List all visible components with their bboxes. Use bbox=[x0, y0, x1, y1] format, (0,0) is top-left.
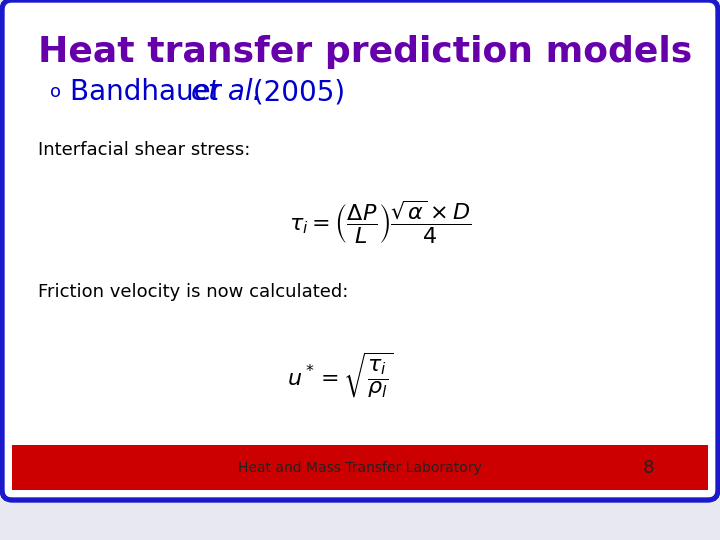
Bar bbox=[615, 448, 705, 488]
Text: et al.: et al. bbox=[191, 78, 261, 106]
Text: (2005): (2005) bbox=[244, 78, 345, 106]
Bar bbox=[15, 448, 105, 488]
Text: 8: 8 bbox=[642, 459, 654, 477]
Text: $\tau_i = \left(\dfrac{\Delta P}{L}\right)\dfrac{\sqrt{\alpha}\times D}{4}$: $\tau_i = \left(\dfrac{\Delta P}{L}\righ… bbox=[289, 198, 472, 246]
Text: Bandhauer: Bandhauer bbox=[70, 78, 231, 106]
Bar bbox=[12, 445, 708, 490]
Text: Interfacial shear stress:: Interfacial shear stress: bbox=[38, 141, 251, 159]
Text: Heat and Mass Transfer Laboratory: Heat and Mass Transfer Laboratory bbox=[238, 461, 482, 475]
Text: $u^* = \sqrt{\dfrac{\tau_i}{\rho_l}}$: $u^* = \sqrt{\dfrac{\tau_i}{\rho_l}}$ bbox=[287, 350, 393, 400]
Text: o: o bbox=[50, 83, 61, 101]
Text: Heat transfer prediction models: Heat transfer prediction models bbox=[38, 35, 692, 69]
FancyBboxPatch shape bbox=[2, 0, 718, 500]
Text: Friction velocity is now calculated:: Friction velocity is now calculated: bbox=[38, 283, 348, 301]
